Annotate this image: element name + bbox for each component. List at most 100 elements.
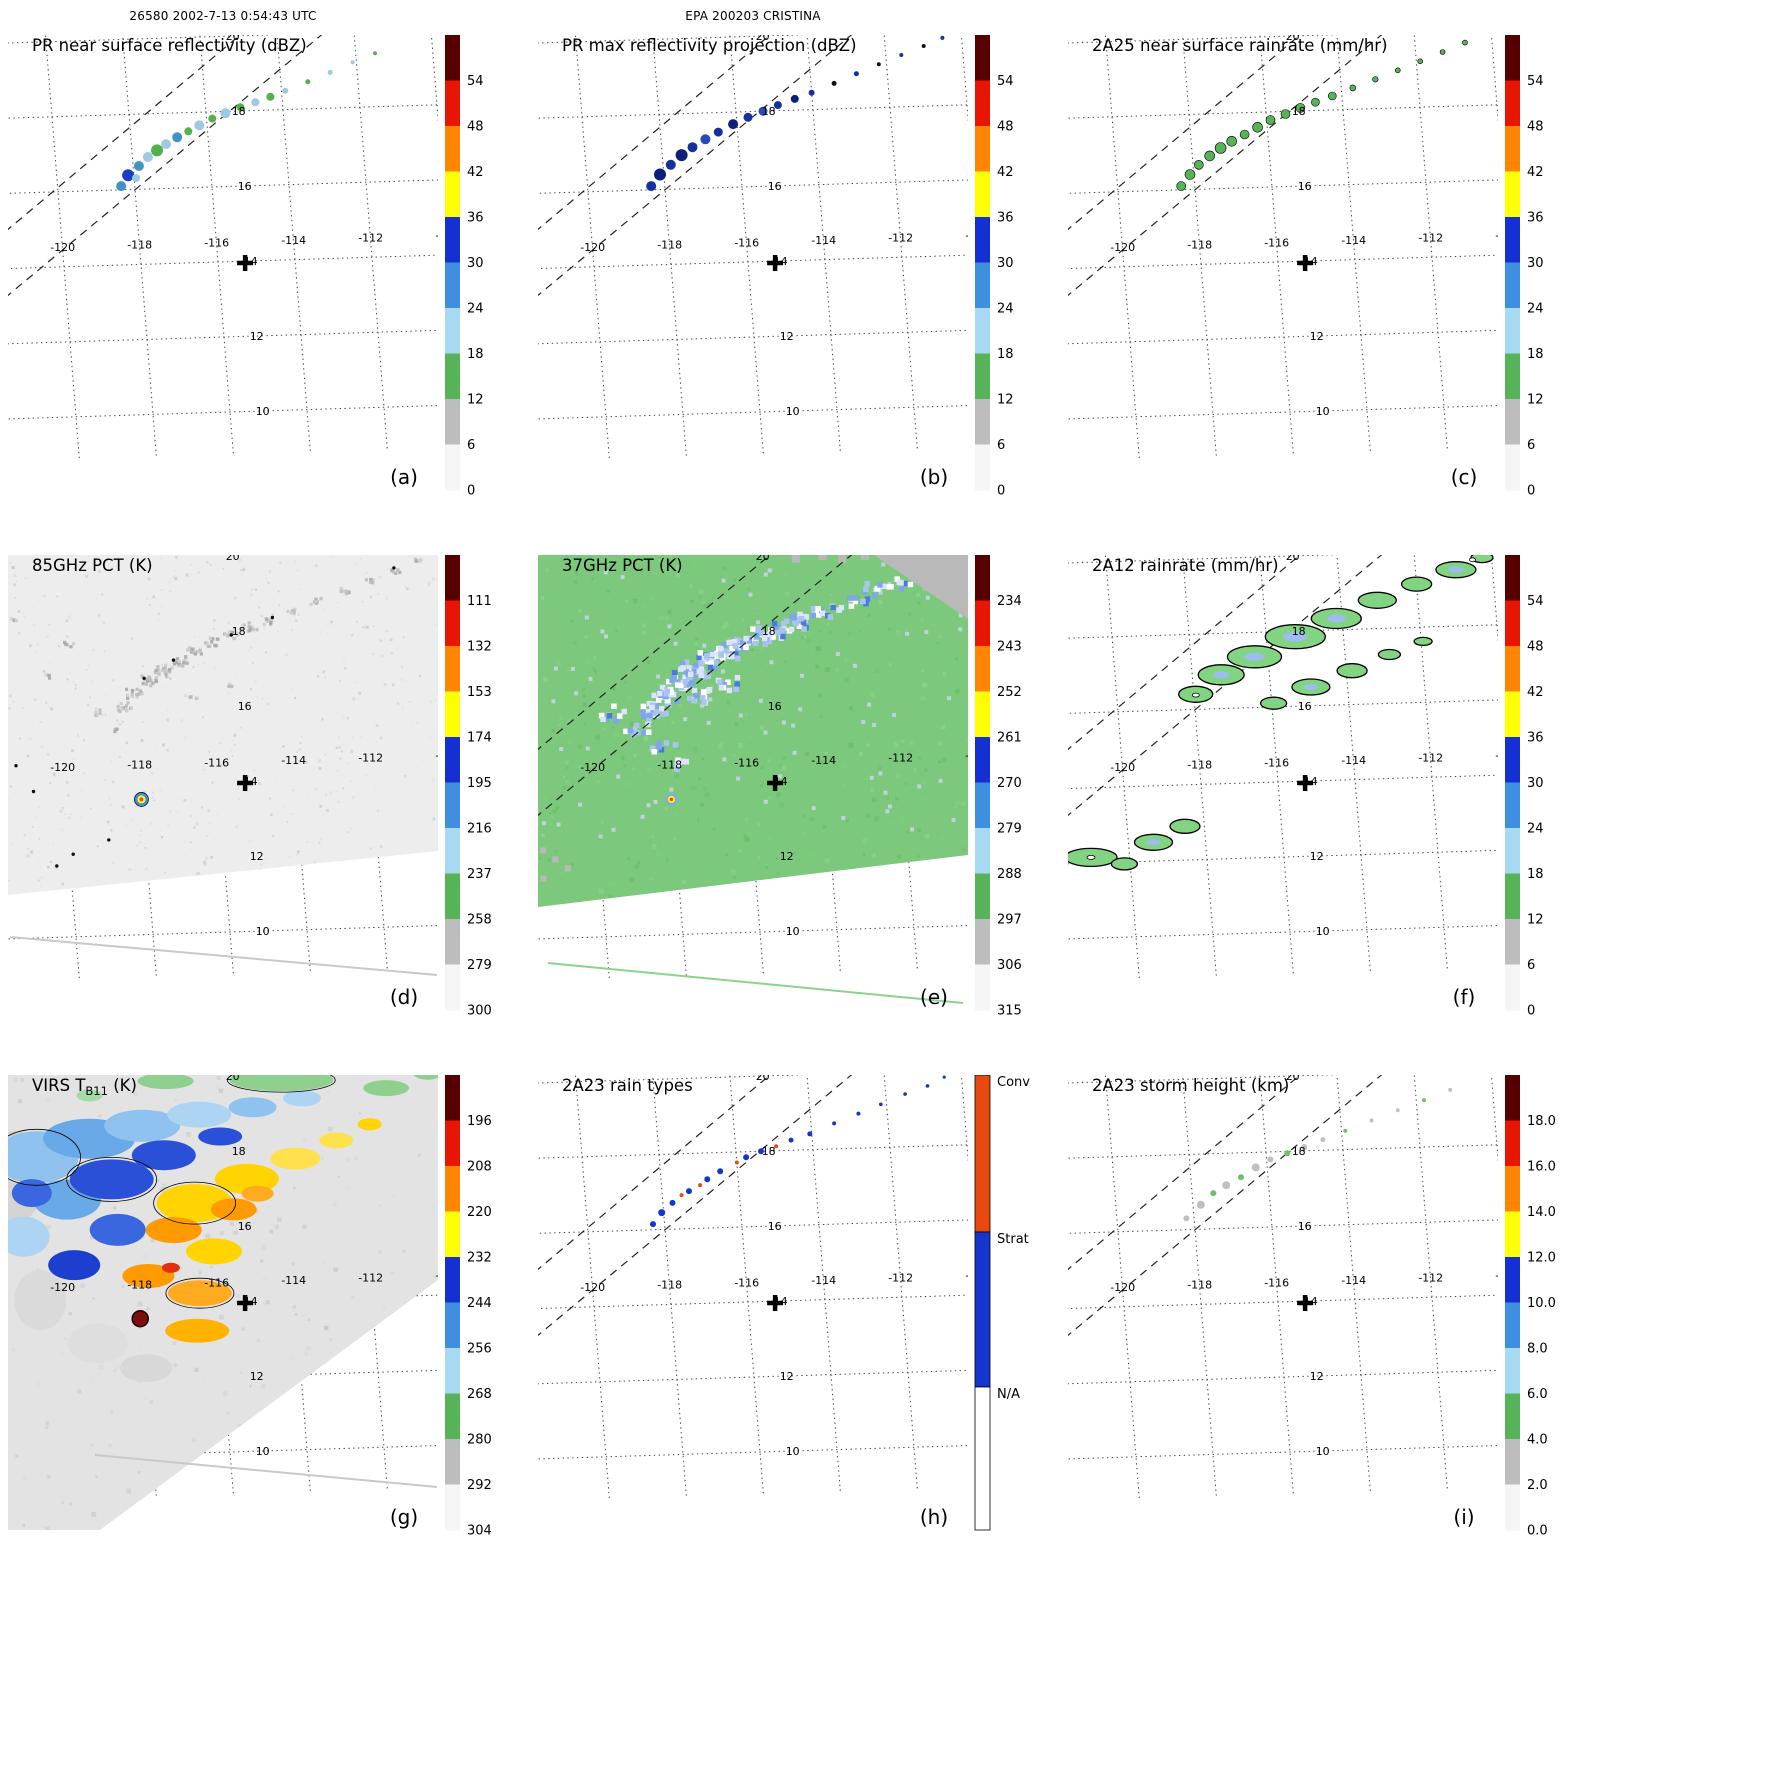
data-blob: [1194, 160, 1204, 170]
colorbar-tick: 216: [467, 822, 492, 837]
temperature-contour: [8, 1128, 81, 1186]
colorbar-c: 54 48 42 36 30 24 18 12 6 0: [1505, 35, 1544, 495]
colorbar-segment: [1505, 444, 1520, 491]
colorbar-tick: 54: [467, 74, 484, 89]
panel-b-plot: -120-118-116-114-112-110101214161820PR m…: [538, 35, 968, 489]
panel-b-letter: (b): [920, 465, 948, 489]
storm-center-marker: [1297, 255, 1314, 272]
colorbar-segment: [445, 399, 460, 445]
colorbar-segment: [975, 444, 990, 491]
colorbar-tick: 30: [467, 256, 484, 271]
data-blob: [208, 114, 217, 123]
graticule-line: [1068, 1369, 1498, 1385]
data-blob: [1204, 150, 1215, 162]
data-blob: [1222, 1181, 1231, 1190]
lat-label: 20: [756, 1075, 770, 1083]
lat-label: 16: [1298, 700, 1312, 713]
colorbar-segment: [445, 1257, 460, 1303]
colorbar-tick: 42: [467, 165, 484, 180]
colorbar-tick: 0: [997, 484, 1005, 496]
colorbar-segment: [445, 126, 460, 172]
colorbar-segment: [445, 353, 460, 400]
colorbar-segment: [975, 919, 990, 965]
colorbar-segment: [1505, 919, 1520, 965]
colorbar-segment: [445, 1439, 460, 1485]
panel-f-title: 2A12 rainrate (mm/hr): [1092, 556, 1279, 575]
deep-convection-spot: [134, 792, 149, 807]
colorbar-segment: [445, 1302, 460, 1349]
graticule: [1068, 35, 1498, 459]
data-blob: [658, 1209, 666, 1217]
data-blob: [831, 80, 837, 86]
colorbar-segment: [1505, 308, 1520, 354]
colorbar-segment: [445, 444, 460, 491]
lat-label: 18: [1292, 625, 1306, 638]
swath-edge-line: [1068, 35, 1301, 231]
graticule-line: [538, 1369, 968, 1385]
rain-patch: [1413, 636, 1433, 647]
panel-a-title: PR near surface reflectivity (dBZ): [32, 36, 307, 55]
colorbar-tick: 132: [467, 640, 492, 655]
data-blob: [1284, 1150, 1291, 1157]
data-blob: [774, 1144, 779, 1149]
graticule-line: [1068, 179, 1498, 194]
data-blob: [1439, 49, 1446, 55]
colorbar-tick: 0: [467, 484, 475, 496]
cloud-blob: [228, 1097, 277, 1118]
graticule-line: [8, 179, 438, 194]
lat-label: 12: [250, 850, 264, 863]
graticule-line: [1336, 555, 1371, 971]
data-blob: [161, 139, 172, 150]
data-blob: [1265, 115, 1276, 125]
cloud-blob: [14, 1270, 67, 1330]
panel-f-letter: (f): [1453, 985, 1476, 1009]
colorbar-tick: 42: [997, 165, 1014, 180]
data-blob: [665, 159, 676, 170]
colorbar-tick: 14.0: [1527, 1205, 1556, 1220]
lat-label: 12: [780, 330, 794, 343]
temperature-contour: [165, 1277, 235, 1309]
cloud-blob: [161, 1262, 180, 1273]
data-blob: [646, 181, 657, 192]
colorbar-segment: [445, 171, 460, 218]
cloud-blob: [89, 1213, 146, 1246]
colorbar-tick: 195: [467, 776, 492, 791]
lon-label: -112: [358, 1271, 383, 1284]
rain-patch-core: [1447, 566, 1464, 573]
colorbar-h: Conv Strat N/A: [974, 1075, 1030, 1531]
cloud-blob: [357, 1118, 382, 1131]
lat-label: 20: [1286, 1075, 1300, 1083]
lat-label: 20: [226, 555, 240, 563]
cloud-blob: [67, 1323, 128, 1364]
colorbar-f: 54 48 42 36 30 24 18 12 6 0: [1505, 555, 1544, 1015]
graticule-line: [1182, 1075, 1217, 1496]
cloud-blob: [131, 1140, 196, 1171]
panel-g-letter: (g): [390, 1505, 418, 1529]
lat-label: 10: [786, 1445, 800, 1458]
lon-label: -120: [1110, 1281, 1135, 1294]
lon-label: -118: [127, 759, 152, 772]
colorbar-segment: [1505, 646, 1520, 692]
data-blob: [1210, 1190, 1217, 1197]
colorbar-tick: 279: [997, 822, 1022, 837]
colorbar-segment: [445, 1348, 460, 1394]
swath-edge-line: [1068, 1075, 1383, 1337]
colorbar-segment: [1505, 1484, 1520, 1531]
colorbar-tick: 261: [997, 731, 1022, 746]
colorbar-tick: 54: [997, 74, 1014, 89]
colorbar-tick: 304: [467, 1524, 492, 1536]
colorbar-tick: 256: [467, 1342, 492, 1357]
colorbar-segment: [445, 919, 460, 965]
rain-patch: [1169, 818, 1201, 834]
colorbar-segment: [445, 80, 460, 127]
colorbar-tick: 8.0: [1527, 1342, 1548, 1357]
geo-labels: -120-118-116-114-112-110101214161820: [580, 35, 968, 418]
colorbar-segment: [1505, 35, 1520, 81]
data-blob: [1394, 67, 1401, 74]
colorbar-segment: [1505, 80, 1520, 127]
data-blob: [807, 1131, 813, 1137]
colorbar-tick: 36: [1527, 731, 1544, 746]
data-blob: [350, 60, 355, 65]
lon-label: -116: [1264, 1276, 1289, 1289]
colorbar-tick: 6: [1527, 438, 1535, 453]
